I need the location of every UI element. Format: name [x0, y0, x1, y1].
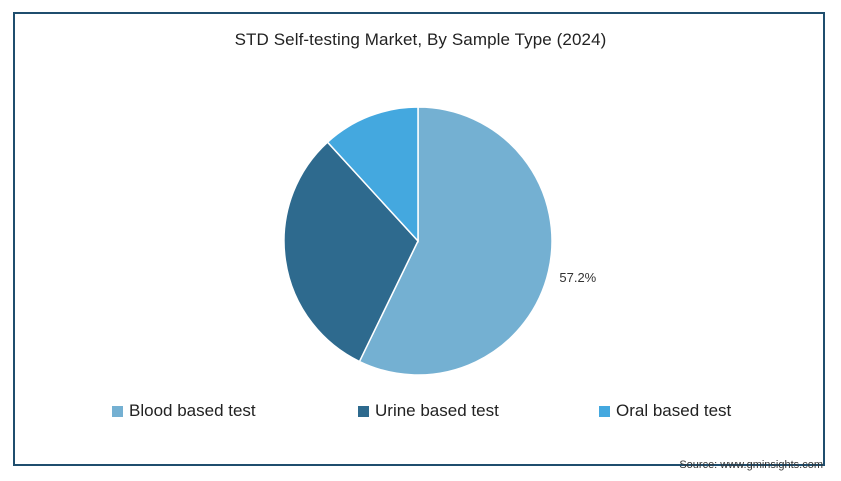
legend-item-oral: Oral based test — [599, 401, 731, 421]
legend-label-blood: Blood based test — [129, 401, 256, 420]
legend-item-blood: Blood based test — [112, 401, 256, 421]
legend-label-urine: Urine based test — [375, 401, 499, 420]
legend-label-oral: Oral based test — [616, 401, 732, 420]
legend-swatch-blood — [112, 405, 123, 417]
legend: Blood based test Urine based test Oral b… — [0, 401, 841, 425]
legend-swatch-urine — [358, 405, 369, 417]
legend-swatch-oral — [599, 405, 610, 417]
legend-item-urine: Urine based test — [358, 401, 499, 421]
chart-title: STD Self-testing Market, By Sample Type … — [234, 30, 607, 49]
chart-frame — [13, 12, 825, 466]
source-credit: Source: www.gminsights.com — [679, 459, 823, 471]
